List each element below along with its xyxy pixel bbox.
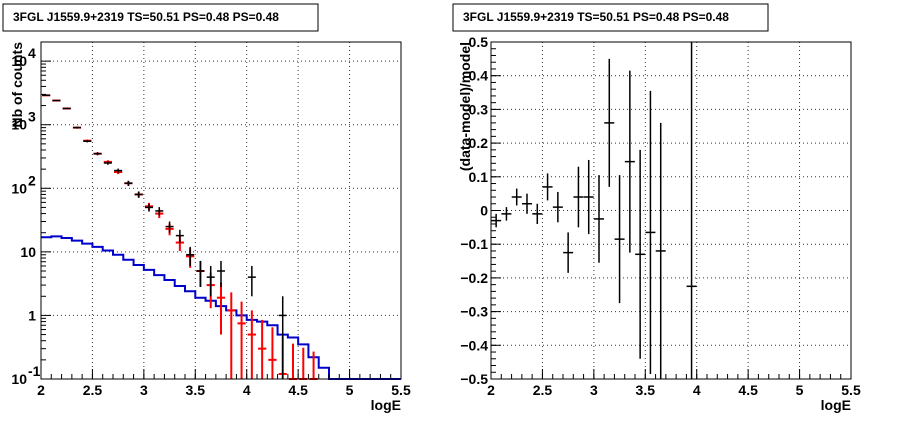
- chart-title: 3FGL J1559.9+2319 TS=50.51 PS=0.48 PS=0.…: [463, 10, 729, 24]
- y-axis-label: Nb of counts: [9, 42, 25, 128]
- chart-title: 3FGL J1559.9+2319 TS=50.51 PS=0.48 PS=0.…: [13, 10, 279, 24]
- x-tick-label: 5: [796, 382, 804, 398]
- x-tick-label: 5.5: [841, 382, 861, 398]
- y-tick-label: −0.4: [460, 337, 488, 353]
- x-tick-label: 4: [693, 382, 701, 398]
- axes: 2 2.5 3 3.5 4 4.5 5 5.5 −0.5 −0.4 −0.3 −0.2 −0.1 0 0.1…: [460, 34, 861, 398]
- y-tick-label: −0.2: [460, 270, 488, 286]
- plot-frame: [40, 41, 402, 380]
- title-frame: [452, 3, 769, 32]
- x-tick-label: 5: [346, 382, 354, 398]
- title-box: 3FGL J1559.9+2319 TS=50.51 PS=0.48 PS=0.…: [452, 3, 769, 32]
- y-tick-label: −0.1: [460, 236, 488, 252]
- y-tick-label: 10: [11, 180, 27, 196]
- y-tick-exponent: 2: [28, 172, 36, 188]
- y-axis-label: (data-model)/model: [457, 42, 473, 171]
- y-tick-label: −0.3: [460, 304, 488, 320]
- y-tick-label: 10: [11, 53, 27, 69]
- y-tick-exponent: 4: [28, 45, 36, 61]
- x-tick-label: 4.5: [288, 382, 308, 398]
- x-tick-label: 5.5: [391, 382, 411, 398]
- residual-panel: 2 2.5 3 3.5 4 4.5 5 5.5 −0.5 −0.4 −0.3 −0.2 −0.1 0 0.1…: [452, 3, 861, 413]
- x-tick-label: 3.5: [636, 382, 656, 398]
- y-tick-label: 10: [20, 244, 36, 260]
- model-step-line: [41, 235, 401, 380]
- y-tick-label: 10: [11, 117, 27, 133]
- x-tick-label: 3: [590, 382, 598, 398]
- y-tick-label: 0.5: [469, 34, 489, 50]
- y-tick-label: −0.5: [460, 371, 488, 387]
- x-tick-label: 2.5: [83, 382, 103, 398]
- x-tick-label: 3: [140, 382, 148, 398]
- x-tick-label: 2: [487, 382, 495, 398]
- x-tick-label: 4: [243, 382, 251, 398]
- x-axis-label: logE: [371, 397, 401, 413]
- y-tick-label: 0.3: [469, 101, 489, 117]
- y-tick-exponent: 3: [28, 109, 36, 125]
- y-tick-label: 0: [480, 203, 488, 219]
- series-model: [41, 235, 401, 380]
- grid-lines: [41, 42, 401, 379]
- x-tick-label: 3.5: [186, 382, 206, 398]
- grid-lines: [491, 42, 851, 379]
- x-tick-label: 4.5: [738, 382, 758, 398]
- title-frame: [2, 3, 319, 32]
- y-tick-label: 0.1: [469, 169, 489, 185]
- y-tick-label: 0.4: [469, 68, 489, 84]
- x-tick-label: 2.5: [533, 382, 553, 398]
- series-residuals: [491, 42, 697, 379]
- title-box: 3FGL J1559.9+2319 TS=50.51 PS=0.48 PS=0.…: [2, 3, 319, 32]
- series-data-counts: [42, 94, 287, 379]
- y-tick-exponent: -1: [28, 363, 41, 379]
- y-tick-label: 1: [28, 307, 36, 323]
- y-tick-label: 10: [11, 371, 27, 387]
- x-axis-label: logE: [821, 397, 851, 413]
- x-tick-label: 2: [37, 382, 45, 398]
- y-tick-label: 0.2: [469, 135, 489, 151]
